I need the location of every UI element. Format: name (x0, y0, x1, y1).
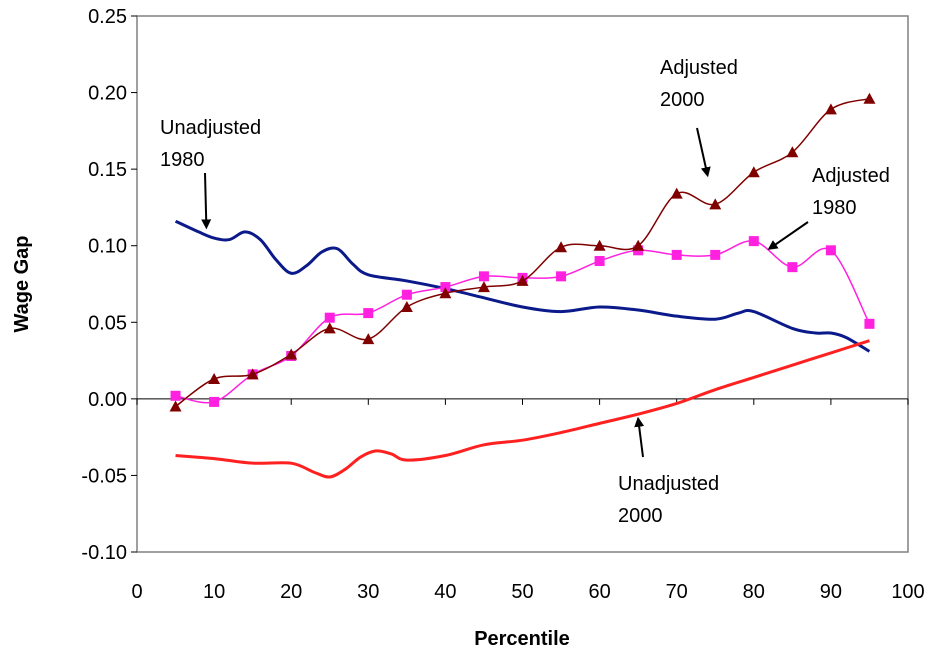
x-tick-label: 50 (511, 581, 533, 603)
data-point-square (594, 256, 605, 267)
data-point-triangle (400, 300, 413, 312)
data-point-triangle (709, 198, 722, 210)
data-point-triangle (593, 239, 606, 251)
y-tick-label: -0.10 (81, 542, 127, 564)
y-axis-title: Wage Gap (11, 235, 33, 332)
data-point-square (787, 262, 798, 273)
series-adjusted-2000 (169, 92, 876, 412)
annotation-line: Adjusted (660, 57, 738, 79)
x-tick-label: 60 (588, 581, 610, 603)
data-point-square (478, 271, 489, 282)
x-tick-label: 100 (891, 581, 924, 603)
annotation-line: 1980 (812, 197, 857, 219)
data-point-triangle (285, 348, 298, 360)
x-tick-label: 30 (357, 581, 379, 603)
y-tick-label: 0.25 (88, 6, 127, 28)
data-point-triangle (632, 239, 645, 251)
series-line-unadjusted-2000 (175, 339, 870, 479)
data-point-square (825, 245, 836, 256)
annotation-label: Adjusted 2000 (660, 57, 738, 178)
data-point-triangle (670, 187, 683, 199)
data-point-triangle (786, 146, 799, 158)
annotation-label: Unadjusted 1980 (160, 117, 261, 230)
x-axis: 0 10 20 30 40 50 60 70 80 90 100 (131, 398, 925, 603)
data-point-triangle (824, 103, 837, 115)
annotation-text: Unadjusted 2000 (618, 473, 719, 527)
data-point-square (710, 249, 721, 260)
annotation-arrow (767, 221, 809, 250)
annotation-label: Unadjusted 2000 (618, 416, 719, 527)
data-point-square (363, 308, 374, 319)
data-point-square (440, 282, 451, 293)
data-point-triangle (208, 372, 221, 384)
data-point-square (671, 249, 682, 260)
annotation-arrow (201, 172, 212, 230)
data-point-square (864, 318, 875, 329)
data-point-square (324, 312, 335, 323)
data-point-triangle (747, 166, 760, 178)
y-tick-label: 0.05 (88, 312, 127, 334)
y-tick-label: -0.05 (81, 465, 127, 487)
y-tick-label: 0.15 (88, 159, 127, 181)
annotation-line: 2000 (660, 89, 705, 111)
annotation-line: 1980 (160, 149, 205, 171)
data-point-triangle (169, 400, 182, 412)
data-point-triangle (439, 287, 452, 299)
data-point-square (170, 390, 181, 401)
data-point-square (209, 396, 220, 407)
x-tick-label: 90 (820, 581, 842, 603)
annotation-line: Adjusted (812, 165, 890, 187)
x-tick-label: 10 (203, 581, 225, 603)
series-unadjusted-2000 (175, 339, 870, 479)
x-axis-title: Percentile (474, 628, 570, 650)
y-tick-label: 0.20 (88, 83, 127, 105)
series-layer (169, 92, 876, 479)
data-point-triangle (516, 274, 529, 286)
annotation-text: Unadjusted 1980 (160, 117, 261, 171)
annotation-line: 2000 (618, 505, 663, 527)
annotation-arrow (696, 127, 711, 178)
annotation-text: Adjusted 2000 (660, 57, 738, 111)
y-axis: 0.25 0.20 0.15 0.10 0.05 0.00 -0.05 -0.10 (81, 6, 137, 564)
data-point-triangle (246, 368, 259, 380)
x-tick-label: 40 (434, 581, 456, 603)
data-point-triangle (477, 281, 490, 293)
data-point-triangle (863, 92, 876, 104)
data-point-triangle (323, 322, 336, 334)
data-point-square (401, 289, 412, 300)
data-point-triangle (362, 333, 375, 345)
annotation-line: Unadjusted (618, 473, 719, 495)
x-tick-label: 20 (280, 581, 302, 603)
annotation-line: Unadjusted (160, 117, 261, 139)
annotation-label: Adjusted 1980 (767, 165, 890, 250)
data-point-square (748, 236, 759, 247)
x-tick-label: 0 (131, 581, 142, 603)
x-tick-label: 70 (666, 581, 688, 603)
y-tick-label: 0.00 (88, 389, 127, 411)
annotation-arrow (634, 416, 645, 458)
annotation-text: Adjusted 1980 (812, 165, 890, 219)
x-tick-label: 80 (743, 581, 765, 603)
data-point-square (556, 271, 567, 282)
y-tick-label: 0.10 (88, 236, 127, 258)
data-point-triangle (555, 241, 568, 253)
